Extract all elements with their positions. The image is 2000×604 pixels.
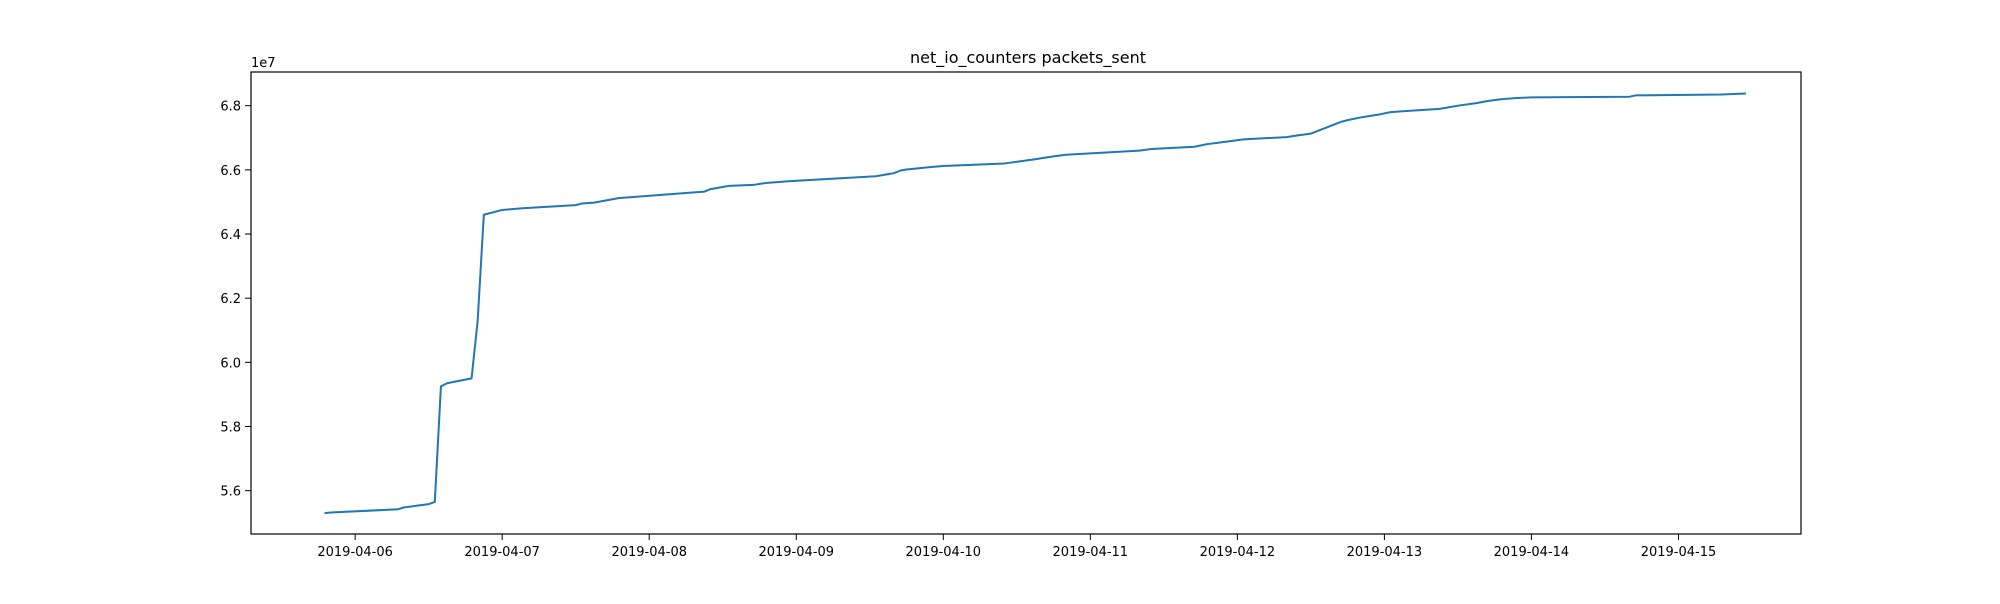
x-axis-ticks: 2019-04-06 2019-04-07 2019-04-08 2019-04-09… bbox=[317, 534, 1716, 560]
plot-frame bbox=[250, 71, 1802, 535]
y-tick-label: 5.6 bbox=[220, 485, 241, 500]
y-axis-offset-label: 1e7 bbox=[251, 56, 276, 71]
x-tick-label: 2019-04-08 bbox=[611, 545, 687, 560]
y-tick-label: 5.8 bbox=[220, 421, 241, 436]
chart-title: net_io_counters packets_sent bbox=[910, 48, 1146, 68]
y-tick-label: 6.2 bbox=[220, 292, 241, 307]
y-tick-label: 6.4 bbox=[220, 228, 241, 243]
x-tick-label: 2019-04-11 bbox=[1053, 545, 1129, 560]
series-layer bbox=[324, 92, 1746, 515]
x-tick-label: 2019-04-14 bbox=[1494, 545, 1570, 560]
y-tick-label: 6.6 bbox=[220, 164, 241, 179]
x-tick-label: 2019-04-07 bbox=[464, 545, 540, 560]
series-line bbox=[324, 92, 1746, 515]
y-tick-label: 6.0 bbox=[220, 356, 241, 371]
y-axis-ticks: 5.6 5.8 6.0 6.2 6.4 6.6 6.8 bbox=[220, 100, 251, 500]
x-tick-label: 2019-04-15 bbox=[1641, 545, 1717, 560]
x-tick-label: 2019-04-12 bbox=[1200, 545, 1276, 560]
x-tick-label: 2019-04-06 bbox=[317, 545, 393, 560]
y-tick-label: 6.8 bbox=[220, 100, 241, 115]
x-tick-label: 2019-04-09 bbox=[758, 545, 834, 560]
x-tick-label: 2019-04-13 bbox=[1347, 545, 1423, 560]
x-tick-label: 2019-04-10 bbox=[906, 545, 982, 560]
